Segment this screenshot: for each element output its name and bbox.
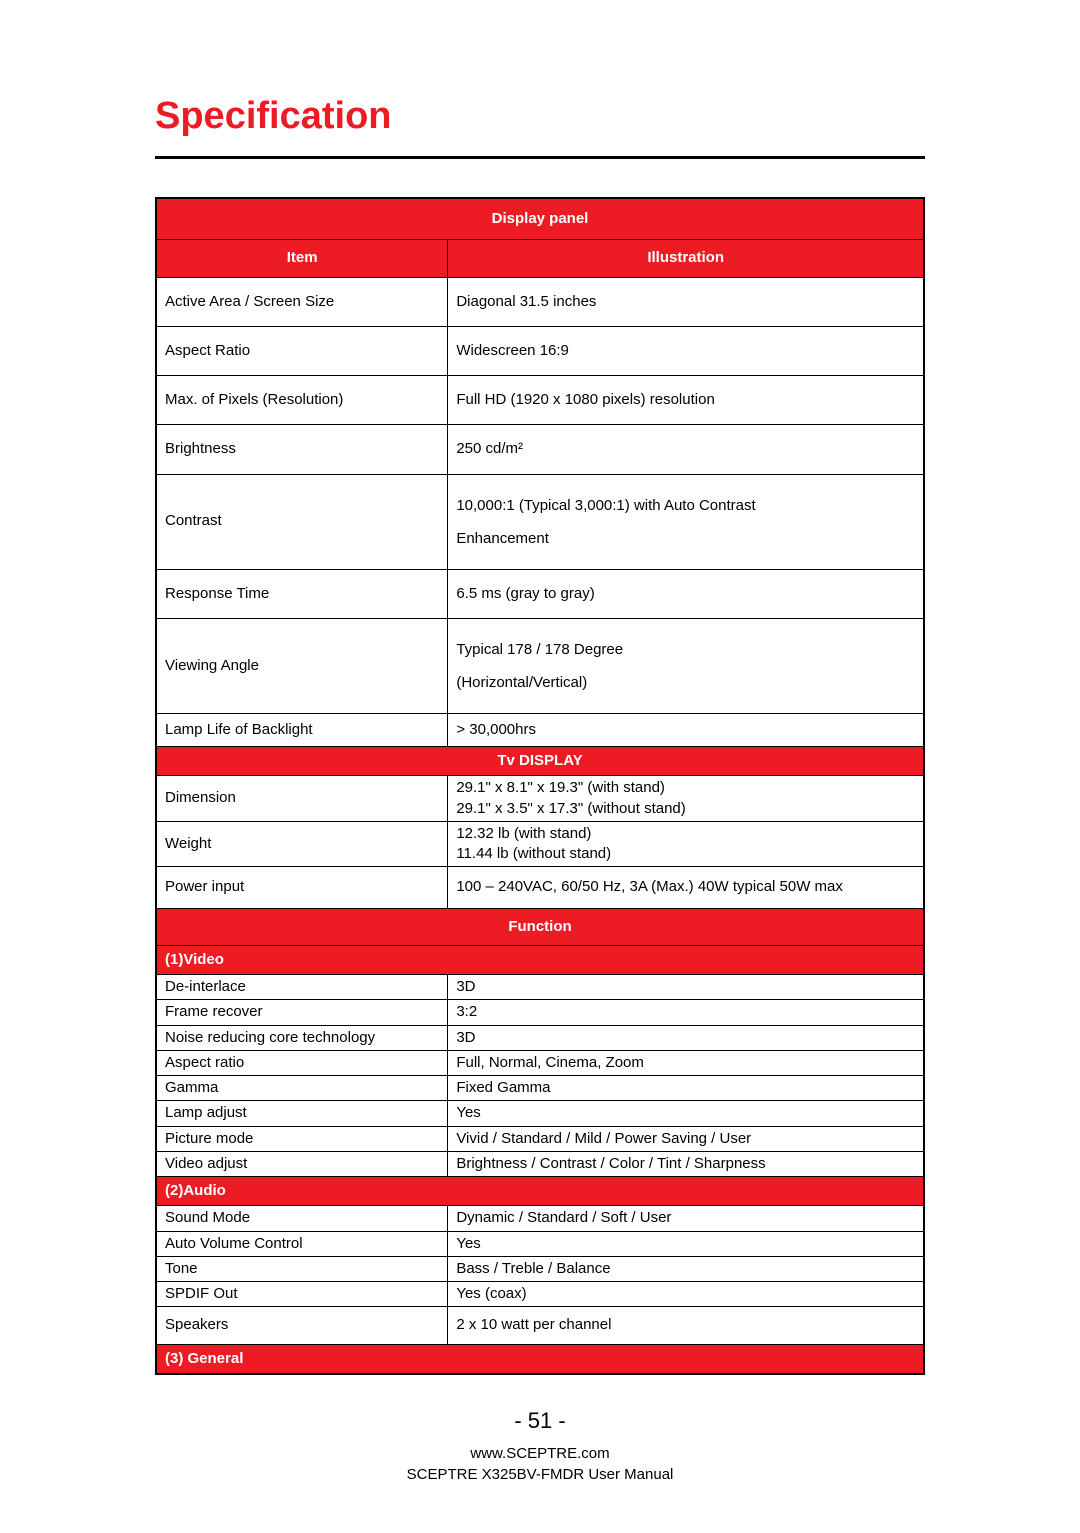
item-cell: Weight — [156, 821, 448, 867]
table-row: Max. of Pixels (Resolution) Full HD (192… — [156, 376, 924, 425]
item-cell: Noise reducing core technology — [156, 1025, 448, 1050]
item-cell: Contrast — [156, 474, 448, 569]
item-cell: Tone — [156, 1256, 448, 1281]
table-row: Speakers 2 x 10 watt per channel — [156, 1307, 924, 1344]
header-video: (1)Video — [156, 945, 924, 974]
header-columns: Item Illustration — [156, 240, 924, 277]
table-row: Dimension 29.1" x 8.1" x 19.3" (with sta… — [156, 776, 924, 822]
table-row: Contrast 10,000:1 (Typical 3,000:1) with… — [156, 474, 924, 569]
value-cell: Diagonal 31.5 inches — [448, 277, 924, 326]
item-cell: Lamp adjust — [156, 1101, 448, 1126]
header-cell-general: (3) General — [156, 1344, 924, 1374]
page-footer: - 51 - www.SCEPTRE.com SCEPTRE X325BV-FM… — [0, 1406, 1080, 1485]
title-divider — [155, 156, 925, 159]
item-cell: Gamma — [156, 1076, 448, 1101]
item-cell: Speakers — [156, 1307, 448, 1344]
footer-manual: SCEPTRE X325BV-FMDR User Manual — [0, 1464, 1080, 1485]
table-row: Aspect Ratio Widescreen 16:9 — [156, 326, 924, 375]
item-cell: Active Area / Screen Size — [156, 277, 448, 326]
header-display-panel: Display panel — [156, 198, 924, 240]
page-content: Specification Display panel Item Illustr… — [0, 0, 1080, 1375]
header-cell-illustration: Illustration — [448, 240, 924, 277]
value-cell: Fixed Gamma — [448, 1076, 924, 1101]
value-cell: Full, Normal, Cinema, Zoom — [448, 1050, 924, 1075]
item-cell: Response Time — [156, 569, 448, 618]
header-cell-display-panel: Display panel — [156, 198, 924, 240]
item-cell: Frame recover — [156, 1000, 448, 1025]
specification-table: Display panel Item Illustration Active A… — [155, 197, 925, 1375]
item-cell: Max. of Pixels (Resolution) — [156, 376, 448, 425]
item-cell: Picture mode — [156, 1126, 448, 1151]
value-cell: > 30,000hrs — [448, 713, 924, 746]
value-cell: Brightness / Contrast / Color / Tint / S… — [448, 1151, 924, 1176]
value-cell: Yes — [448, 1101, 924, 1126]
value-cell: 3D — [448, 975, 924, 1000]
table-row: Picture mode Vivid / Standard / Mild / P… — [156, 1126, 924, 1151]
table-row: Video adjust Brightness / Contrast / Col… — [156, 1151, 924, 1176]
table-row: Brightness 250 cd/m² — [156, 425, 924, 474]
header-cell-audio: (2)Audio — [156, 1177, 924, 1206]
value-cell: 29.1" x 8.1" x 19.3" (with stand) 29.1" … — [448, 776, 924, 822]
item-cell: Viewing Angle — [156, 618, 448, 713]
table-row: Viewing Angle Typical 178 / 178 Degree (… — [156, 618, 924, 713]
item-cell: De-interlace — [156, 975, 448, 1000]
value-cell: 6.5 ms (gray to gray) — [448, 569, 924, 618]
value-cell: Widescreen 16:9 — [448, 326, 924, 375]
item-cell: Video adjust — [156, 1151, 448, 1176]
item-cell: Power input — [156, 867, 448, 908]
item-cell: Aspect ratio — [156, 1050, 448, 1075]
header-audio: (2)Audio — [156, 1177, 924, 1206]
table-row: Lamp adjust Yes — [156, 1101, 924, 1126]
table-row: Lamp Life of Backlight > 30,000hrs — [156, 713, 924, 746]
value-cell: 3D — [448, 1025, 924, 1050]
header-cell-video: (1)Video — [156, 945, 924, 974]
item-cell: Dimension — [156, 776, 448, 822]
table-row: Frame recover 3:2 — [156, 1000, 924, 1025]
header-cell-item: Item — [156, 240, 448, 277]
page-title: Specification — [155, 95, 925, 138]
table-row: Sound Mode Dynamic / Standard / Soft / U… — [156, 1206, 924, 1231]
value-cell: 3:2 — [448, 1000, 924, 1025]
value-cell: 12.32 lb (with stand) 11.44 lb (without … — [448, 821, 924, 867]
value-cell: Full HD (1920 x 1080 pixels) resolution — [448, 376, 924, 425]
table-row: Response Time 6.5 ms (gray to gray) — [156, 569, 924, 618]
table-row: Gamma Fixed Gamma — [156, 1076, 924, 1101]
table-row: De-interlace 3D — [156, 975, 924, 1000]
page-number: - 51 - — [0, 1406, 1080, 1437]
header-function: Function — [156, 908, 924, 945]
value-cell: 100 – 240VAC, 60/50 Hz, 3A (Max.) 40W ty… — [448, 867, 924, 908]
value-cell: 10,000:1 (Typical 3,000:1) with Auto Con… — [448, 474, 924, 569]
table-row: Auto Volume Control Yes — [156, 1231, 924, 1256]
table-row: Noise reducing core technology 3D — [156, 1025, 924, 1050]
value-cell: Bass / Treble / Balance — [448, 1256, 924, 1281]
item-cell: Sound Mode — [156, 1206, 448, 1231]
table-row: SPDIF Out Yes (coax) — [156, 1282, 924, 1307]
value-cell: 250 cd/m² — [448, 425, 924, 474]
header-general: (3) General — [156, 1344, 924, 1374]
value-cell: Typical 178 / 178 Degree (Horizontal/Ver… — [448, 618, 924, 713]
footer-website: www.SCEPTRE.com — [0, 1443, 1080, 1464]
item-cell: Lamp Life of Backlight — [156, 713, 448, 746]
value-cell: 2 x 10 watt per channel — [448, 1307, 924, 1344]
item-cell: Aspect Ratio — [156, 326, 448, 375]
value-cell: Vivid / Standard / Mild / Power Saving /… — [448, 1126, 924, 1151]
header-cell-tv-display: Tv DISPLAY — [156, 747, 924, 776]
table-row: Weight 12.32 lb (with stand) 11.44 lb (w… — [156, 821, 924, 867]
header-cell-function: Function — [156, 908, 924, 945]
table-row: Active Area / Screen Size Diagonal 31.5 … — [156, 277, 924, 326]
table-row: Tone Bass / Treble / Balance — [156, 1256, 924, 1281]
table-row: Power input 100 – 240VAC, 60/50 Hz, 3A (… — [156, 867, 924, 908]
header-tv-display: Tv DISPLAY — [156, 747, 924, 776]
value-cell: Dynamic / Standard / Soft / User — [448, 1206, 924, 1231]
table-row: Aspect ratio Full, Normal, Cinema, Zoom — [156, 1050, 924, 1075]
value-cell: Yes (coax) — [448, 1282, 924, 1307]
item-cell: Auto Volume Control — [156, 1231, 448, 1256]
item-cell: SPDIF Out — [156, 1282, 448, 1307]
item-cell: Brightness — [156, 425, 448, 474]
value-cell: Yes — [448, 1231, 924, 1256]
